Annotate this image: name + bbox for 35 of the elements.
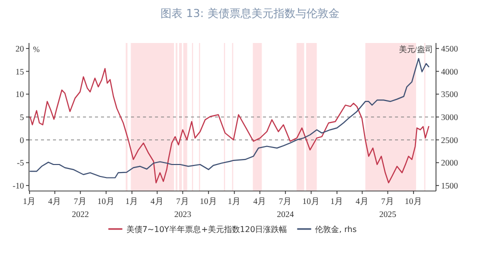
y2-axis-title: 美元/盎司 xyxy=(398,45,433,54)
y2-tick-label: 3500 xyxy=(441,89,458,100)
x-tick-label: 10月 xyxy=(404,196,422,206)
legend-label: 伦敦金, rhs xyxy=(315,225,357,234)
y2-tick-label: 1500 xyxy=(441,180,458,191)
y-tick-label: 15 xyxy=(16,66,24,76)
x-tick-label: 4月 xyxy=(150,196,164,206)
x-tick-label: 7月 2023 xyxy=(174,196,192,219)
y2-tick-label: 4500 xyxy=(441,43,458,54)
x-tick-label: 4月 xyxy=(253,196,266,206)
x-tick-label: 7月 2025 xyxy=(379,196,396,219)
x-tick-label: 1月 xyxy=(125,196,139,206)
x-tick-label: 1月 xyxy=(228,196,241,206)
y-tick-label: 20 xyxy=(16,43,24,54)
y-tick-label: -10 xyxy=(12,180,24,191)
y-tick-label: 10 xyxy=(16,89,24,100)
y2-tick-label: 2000 xyxy=(441,158,458,168)
x-tick-label: 4月 xyxy=(48,196,62,206)
y-tick-label: -5 xyxy=(16,158,24,168)
x-tick-label: 10月 xyxy=(302,196,320,206)
x-tick-label: 10月 xyxy=(200,196,218,206)
y-tick-label: 5 xyxy=(20,112,24,122)
x-tick-label: 4月 xyxy=(356,196,369,206)
y-axis-title: % xyxy=(33,45,40,54)
x-tick-label: 1月 xyxy=(22,196,36,206)
x-tick-label: 1月 xyxy=(330,196,344,206)
y2-tick-label: 3000 xyxy=(441,112,458,122)
x-tick-label: 7月 2022 xyxy=(72,196,89,219)
x-tick-label: 10月 xyxy=(97,196,115,206)
y-tick-label: 0 xyxy=(20,134,24,145)
y2-tick-label: 2500 xyxy=(441,134,458,145)
y2-tick-label: 4000 xyxy=(441,66,458,76)
legend-label: 美债7~10Y半年票息+美元指数120日涨跌幅 xyxy=(126,225,288,234)
chart-title: 图表 13: 美债票息美元指数与伦敦金 xyxy=(160,7,340,20)
x-tick-label: 7月 2024 xyxy=(276,196,295,219)
